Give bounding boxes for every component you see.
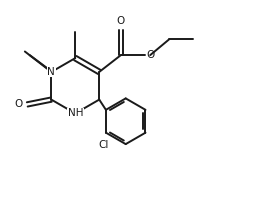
Text: O: O [146,50,154,60]
Text: O: O [15,99,23,109]
Text: NH: NH [68,109,83,118]
Text: Cl: Cl [98,140,109,150]
Text: O: O [117,16,125,26]
Text: N: N [47,67,55,77]
